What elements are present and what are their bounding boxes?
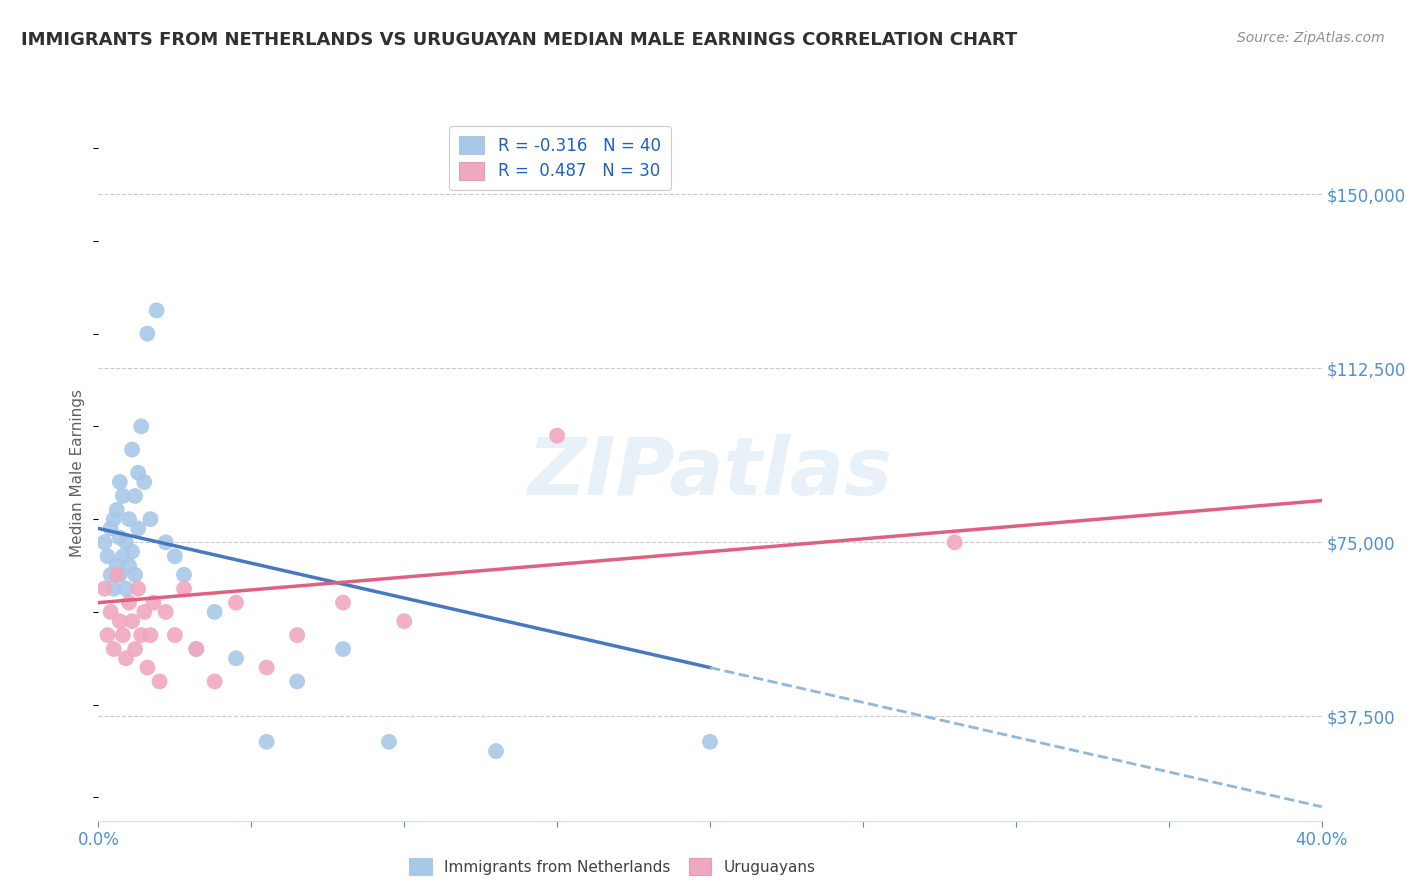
Point [127,466,149,480]
Point [100,567,122,582]
Point [121,544,143,558]
Point [204,605,226,619]
Point [256,660,278,674]
Point [378,735,401,749]
Point [163,549,186,564]
Point [173,582,195,596]
Point [127,521,149,535]
Point [124,642,146,657]
Point [118,596,141,610]
Point [111,549,134,564]
Point [204,674,226,689]
Point [118,512,141,526]
Point [173,567,195,582]
Point [121,442,143,457]
Point [111,628,134,642]
Point [145,303,167,318]
Point [225,651,247,665]
Text: Source: ZipAtlas.com: Source: ZipAtlas.com [1237,31,1385,45]
Point [111,489,134,503]
Text: IMMIGRANTS FROM NETHERLANDS VS URUGUAYAN MEDIAN MALE EARNINGS CORRELATION CHART: IMMIGRANTS FROM NETHERLANDS VS URUGUAYAN… [21,31,1018,49]
Point [115,651,138,665]
Point [129,419,152,434]
Point [155,605,177,619]
Text: ZIPatlas: ZIPatlas [527,434,893,512]
Point [100,605,122,619]
Point [105,503,128,517]
Point [149,674,172,689]
Point [97,549,120,564]
Point [134,475,156,489]
Point [546,428,568,442]
Point [100,521,122,535]
Point [118,558,141,573]
Point [103,642,125,657]
Point [392,614,416,628]
Point [105,558,128,573]
Point [332,642,354,657]
Point [108,567,131,582]
Point [943,535,966,549]
Point [186,642,208,657]
Point [124,489,146,503]
Point [121,614,143,628]
Point [163,628,186,642]
Point [256,735,278,749]
Point [285,674,308,689]
Point [155,535,177,549]
Point [139,512,162,526]
Y-axis label: Median Male Earnings: Median Male Earnings [70,389,86,557]
Point [93,535,115,549]
Point [108,614,131,628]
Point [108,475,131,489]
Point [136,660,159,674]
Point [699,735,721,749]
Point [129,628,152,642]
Point [134,605,156,619]
Point [139,628,162,642]
Point [108,531,131,545]
Point [332,596,354,610]
Point [103,512,125,526]
Point [115,535,138,549]
Point [105,567,128,582]
Point [124,567,146,582]
Legend: Immigrants from Netherlands, Uruguayans: Immigrants from Netherlands, Uruguayans [401,851,824,882]
Point [97,628,120,642]
Point [225,596,247,610]
Point [186,642,208,657]
Point [485,744,508,758]
Point [142,596,165,610]
Point [103,582,125,596]
Point [136,326,159,341]
Point [93,582,115,596]
Point [115,582,138,596]
Point [285,628,308,642]
Point [127,582,149,596]
